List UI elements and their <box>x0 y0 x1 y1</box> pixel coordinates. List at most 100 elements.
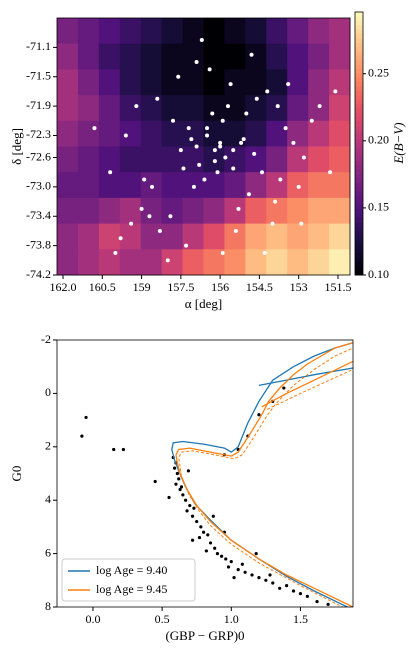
y-tick-label: -74.2 <box>26 267 51 281</box>
y-tick-label: 8 <box>45 599 51 613</box>
heat-cell <box>57 95 79 122</box>
heat-cell <box>203 69 225 96</box>
heat-cell <box>119 18 142 45</box>
y-axis-label: G0 <box>9 466 24 482</box>
heat-cell <box>287 120 309 147</box>
point <box>224 557 228 561</box>
point <box>262 250 267 255</box>
y-tick-label: 0 <box>45 385 51 399</box>
heat-cell <box>203 95 225 122</box>
point <box>195 519 199 524</box>
point <box>273 199 278 204</box>
heat-cell <box>119 197 142 225</box>
point <box>211 514 215 518</box>
point <box>315 600 319 604</box>
heat-cell <box>266 249 288 276</box>
point <box>333 89 338 94</box>
isochrone <box>171 342 353 607</box>
y-tick-label: 6 <box>45 545 51 559</box>
heat-cell <box>161 249 184 276</box>
heat-cell <box>119 43 142 70</box>
colorbar-step <box>355 261 363 267</box>
heat-cell <box>287 43 309 70</box>
point <box>257 413 261 417</box>
point <box>202 177 207 182</box>
heat-cell <box>140 223 163 250</box>
heat-cell <box>119 249 142 276</box>
colorbar-step <box>355 55 363 61</box>
colorbar-step <box>355 231 363 237</box>
point <box>249 52 254 57</box>
heat-cell <box>203 223 225 250</box>
axes-frame <box>56 17 351 276</box>
heat-cell <box>182 197 204 225</box>
point <box>179 485 184 489</box>
lines <box>171 342 353 607</box>
colorbar-step <box>355 196 363 201</box>
heat-cell <box>98 223 121 250</box>
x-tick-label: 0.0 <box>85 612 100 626</box>
heat-cell <box>287 249 309 276</box>
point <box>194 144 199 149</box>
y-tick-label: -72.3 <box>26 127 51 141</box>
point <box>268 573 272 577</box>
heat-cell <box>161 69 184 96</box>
point <box>204 549 208 553</box>
heat-cell <box>140 146 163 173</box>
colorbar-tick-label: 0.10 <box>368 267 389 281</box>
point <box>264 578 268 582</box>
heat-cell <box>224 95 246 122</box>
point <box>168 214 173 219</box>
colorbar-step <box>355 104 363 109</box>
colorbar-step <box>355 156 363 162</box>
x-tick-label: 160.5 <box>89 280 116 294</box>
legend-box <box>61 558 196 602</box>
heat-cell <box>308 146 330 173</box>
heat-cell <box>287 223 309 250</box>
colorbar-step <box>355 147 363 153</box>
point <box>167 495 171 500</box>
heat-cell <box>287 146 309 173</box>
heat-cell <box>119 120 142 147</box>
heat-cell <box>161 43 184 70</box>
point <box>178 487 182 492</box>
point <box>244 111 249 116</box>
point <box>218 144 223 149</box>
point <box>150 184 155 189</box>
heat-cell <box>203 197 225 225</box>
heat-cell <box>161 197 184 225</box>
point <box>296 184 301 189</box>
y-tick-label: -73.4 <box>26 208 51 222</box>
colorbar-step <box>355 226 363 232</box>
point <box>121 447 125 452</box>
point <box>243 570 247 574</box>
point <box>252 151 257 156</box>
point <box>190 514 195 518</box>
colorbar-step <box>355 29 363 35</box>
y-tick-label: -2 <box>41 332 51 346</box>
heat-cell <box>57 18 79 45</box>
colorbar-step <box>355 187 363 193</box>
point <box>291 589 296 593</box>
axes-frame <box>56 339 354 608</box>
heat-cell <box>77 95 100 122</box>
heat-cell <box>245 120 267 147</box>
colorbar-step <box>355 47 363 52</box>
heat-cell <box>329 172 351 199</box>
point <box>240 562 244 566</box>
point <box>215 552 220 556</box>
point <box>123 133 128 138</box>
y-tick-label: -71.9 <box>26 98 51 112</box>
point <box>194 60 199 65</box>
colorbar-step <box>355 169 363 175</box>
x-tick-label: 162.0 <box>50 280 77 294</box>
heat-cell <box>266 197 288 225</box>
colorbar-step <box>355 253 363 258</box>
point <box>129 221 134 226</box>
point <box>236 568 240 572</box>
colorbar-step <box>355 244 363 250</box>
heat-cell <box>245 223 267 250</box>
heat-cell <box>203 18 225 45</box>
point <box>225 104 230 109</box>
heat-cell <box>308 95 330 122</box>
